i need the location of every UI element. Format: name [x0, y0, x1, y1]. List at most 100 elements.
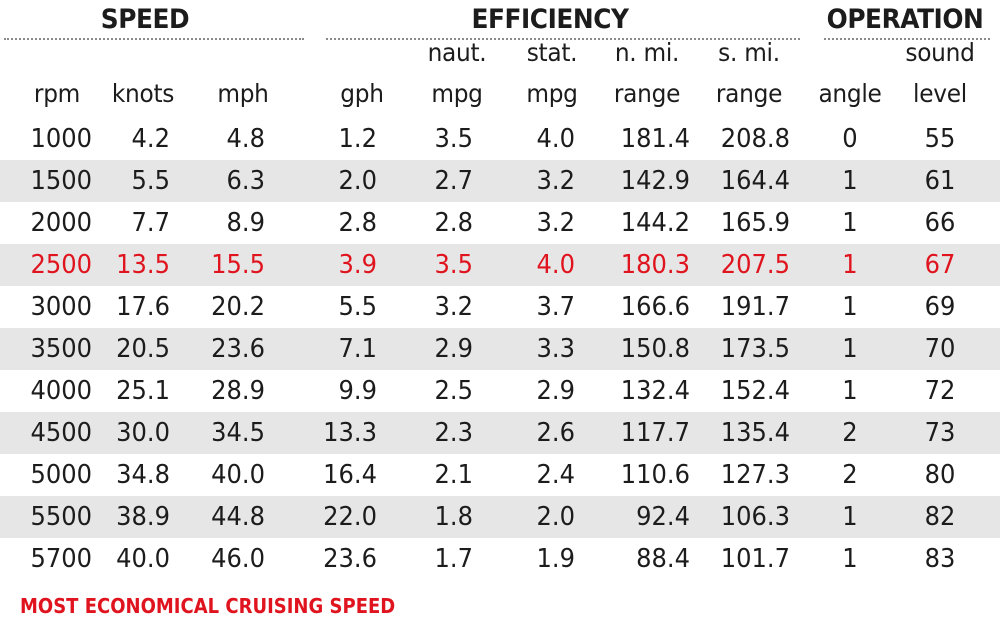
table-row: 3000 17.6 20.2 5.5 3.2 3.7 166.6 191.7 1 69	[0, 286, 1000, 328]
cell-rpm: 4500	[30, 418, 92, 448]
cell-angle: 1	[842, 250, 858, 280]
cell-smi_range: 191.7	[720, 292, 790, 322]
cell-nmi_range: 117.7	[620, 418, 690, 448]
cell-nmi_range: 142.9	[620, 166, 690, 196]
cell-smi_range: 165.9	[720, 208, 790, 238]
cell-naut_mpg: 1.8	[434, 502, 473, 532]
cell-sound: 72	[924, 376, 956, 406]
cell-naut_mpg: 2.7	[434, 166, 473, 196]
cell-sound: 83	[924, 544, 956, 574]
cell-smi_range: 135.4	[720, 418, 790, 448]
cell-knots: 7.7	[131, 208, 170, 238]
table-row: 1000 4.2 4.8 1.2 3.5 4.0 181.4 208.8 0 55	[0, 118, 1000, 160]
cell-knots: 4.2	[131, 124, 170, 154]
cell-angle: 2	[842, 418, 858, 448]
cell-stat_mpg: 2.4	[536, 460, 575, 490]
cell-sound: 70	[924, 334, 956, 364]
cell-sound: 61	[924, 166, 956, 196]
cell-angle: 1	[842, 292, 858, 322]
cell-knots: 40.0	[116, 544, 170, 574]
footnote-most-economical: MOST ECONOMICAL CRUISING SPEED	[20, 594, 396, 618]
cell-angle: 2	[842, 460, 858, 490]
cell-mph: 34.5	[211, 418, 265, 448]
cell-gph: 2.0	[338, 166, 377, 196]
cell-gph: 3.9	[338, 250, 377, 280]
cell-naut_mpg: 1.7	[434, 544, 473, 574]
table-row: 5700 40.0 46.0 23.6 1.7 1.9 88.4 101.7 1 83	[0, 538, 1000, 580]
cell-knots: 38.9	[116, 502, 170, 532]
cell-gph: 9.9	[338, 376, 377, 406]
cell-rpm: 3500	[30, 334, 92, 364]
cell-nmi_range: 144.2	[620, 208, 690, 238]
cell-smi_range: 173.5	[720, 334, 790, 364]
cell-gph: 2.8	[338, 208, 377, 238]
cell-stat_mpg: 1.9	[536, 544, 575, 574]
cell-nmi_range: 166.6	[620, 292, 690, 322]
cell-rpm: 2500	[30, 250, 92, 280]
table-row-highlighted: 2500 13.5 15.5 3.9 3.5 4.0 180.3 207.5 1 67	[0, 244, 1000, 286]
cell-gph: 22.0	[323, 502, 377, 532]
cell-smi_range: 127.3	[720, 460, 790, 490]
header-mph-top	[178, 36, 308, 70]
cell-rpm: 4000	[30, 376, 92, 406]
header-smi_range-top: s. mi.	[718, 38, 780, 67]
cell-naut_mpg: 2.8	[434, 208, 473, 238]
cell-nmi_range: 132.4	[620, 376, 690, 406]
cell-naut_mpg: 2.3	[434, 418, 473, 448]
cell-sound: 66	[924, 208, 956, 238]
cell-mph: 4.8	[226, 124, 265, 154]
cell-smi_range: 164.4	[720, 166, 790, 196]
cell-naut_mpg: 2.5	[434, 376, 473, 406]
cell-naut_mpg: 3.5	[434, 250, 473, 280]
cell-rpm: 3000	[30, 292, 92, 322]
cell-nmi_range: 181.4	[620, 124, 690, 154]
header-knots-bottom: knots	[111, 79, 175, 108]
table-row: 5500 38.9 44.8 22.0 1.8 2.0 92.4 106.3 1 82	[0, 496, 1000, 538]
cell-stat_mpg: 3.7	[536, 292, 575, 322]
cell-naut_mpg: 2.9	[434, 334, 473, 364]
cell-sound: 55	[924, 124, 956, 154]
cell-angle: 0	[842, 124, 858, 154]
table-row: 4500 30.0 34.5 13.3 2.3 2.6 117.7 135.4 2 73	[0, 412, 1000, 454]
cell-mph: 40.0	[211, 460, 265, 490]
cell-rpm: 1000	[30, 124, 92, 154]
cell-nmi_range: 150.8	[620, 334, 690, 364]
header-stat_mpg-top: stat.	[526, 38, 578, 67]
cell-mph: 6.3	[226, 166, 265, 196]
cell-nmi_range: 88.4	[636, 544, 690, 574]
header-rpm-bottom: rpm	[33, 79, 81, 108]
cell-sound: 73	[924, 418, 956, 448]
cell-sound: 67	[924, 250, 956, 280]
header-stat_mpg-bottom: mpg	[526, 79, 578, 108]
table-row: 5000 34.8 40.0 16.4 2.1 2.4 110.6 127.3 2 80	[0, 454, 1000, 496]
cell-stat_mpg: 3.2	[536, 166, 575, 196]
cell-rpm: 5000	[30, 460, 92, 490]
table-row: 2000 7.7 8.9 2.8 2.8 3.2 144.2 165.9 1 66	[0, 202, 1000, 244]
cell-gph: 23.6	[323, 544, 377, 574]
cell-stat_mpg: 2.6	[536, 418, 575, 448]
cell-knots: 20.5	[116, 334, 170, 364]
cell-angle: 1	[842, 376, 858, 406]
cell-knots: 13.5	[116, 250, 170, 280]
header-smi_range-bottom: range	[715, 79, 783, 108]
table-row: 3500 20.5 23.6 7.1 2.9 3.3 150.8 173.5 1 70	[0, 328, 1000, 370]
cell-stat_mpg: 2.0	[536, 502, 575, 532]
cell-gph: 7.1	[338, 334, 377, 364]
operation-group-rule	[824, 38, 990, 40]
cell-nmi_range: 92.4	[636, 502, 690, 532]
cell-mph: 44.8	[211, 502, 265, 532]
cell-gph: 13.3	[323, 418, 377, 448]
cell-mph: 20.2	[211, 292, 265, 322]
cell-mph: 28.9	[211, 376, 265, 406]
cell-knots: 5.5	[131, 166, 170, 196]
cell-knots: 17.6	[116, 292, 170, 322]
cell-smi_range: 207.5	[720, 250, 790, 280]
operation-group-title: OPERATION	[826, 4, 984, 35]
cell-nmi_range: 110.6	[620, 460, 690, 490]
cell-naut_mpg: 2.1	[434, 460, 473, 490]
header-gph-bottom: gph	[340, 79, 384, 108]
cell-knots: 25.1	[116, 376, 170, 406]
cell-mph: 15.5	[211, 250, 265, 280]
cell-stat_mpg: 4.0	[536, 124, 575, 154]
cell-angle: 1	[842, 544, 858, 574]
